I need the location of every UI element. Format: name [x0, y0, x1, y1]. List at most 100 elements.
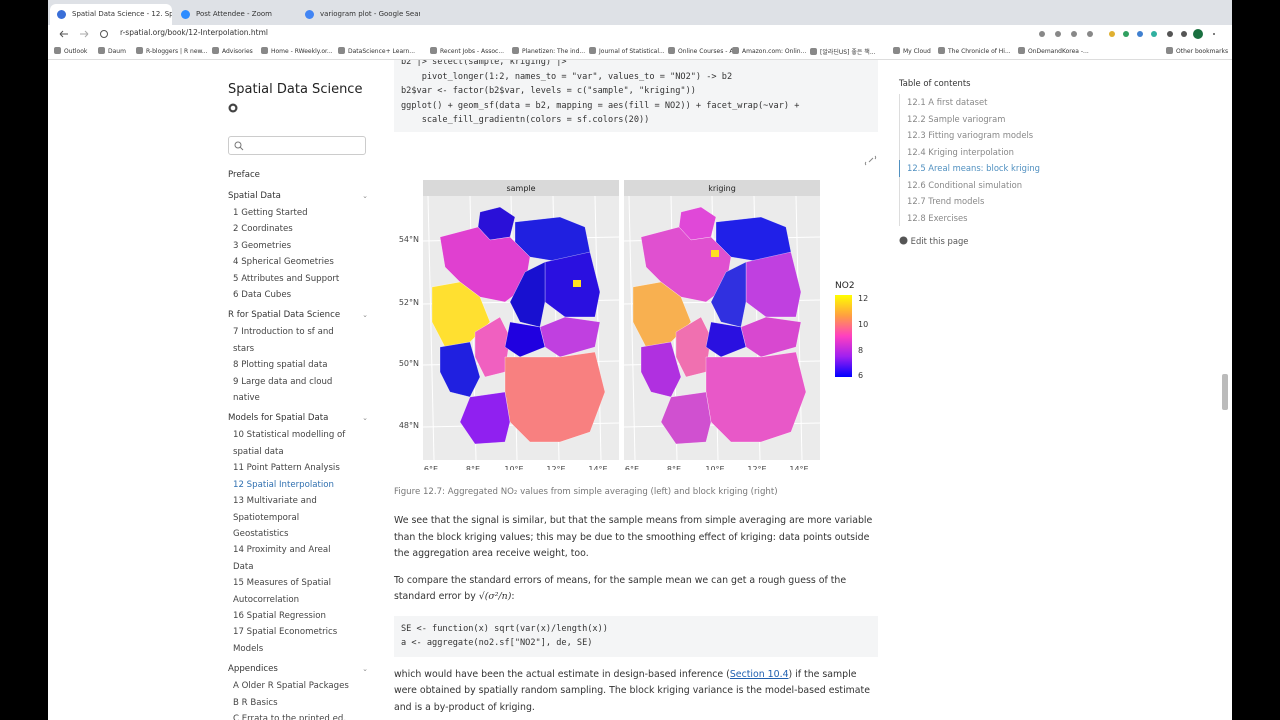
tab-title: variogram plot - Google Search [320, 10, 420, 18]
toc-item[interactable]: 12.7 Trend models [899, 193, 1079, 210]
bookmark[interactable]: Journal of Statistical... [589, 47, 665, 55]
nav-item[interactable]: 13 Multivariate and Spatiotemporal Geost… [233, 496, 317, 539]
github-icon[interactable] [228, 103, 240, 115]
nav-item[interactable]: 7 Introduction to sf and stars [233, 327, 334, 354]
facet-label: sample [506, 184, 535, 193]
bookmark-icon [212, 47, 219, 54]
link[interactable]: Section 10.4 [729, 668, 789, 680]
toc-item[interactable]: 12.8 Exercises [899, 209, 1079, 226]
bookmark-icon [98, 47, 105, 54]
bookmark-icon [732, 47, 739, 54]
y-tick-label: 48°N [399, 421, 419, 430]
nav-item[interactable]: 3 Geometries [233, 240, 292, 251]
nav-item[interactable]: 6 Data Cubes [233, 290, 292, 301]
nav-item[interactable]: A Older R Spatial Packages [233, 681, 349, 692]
nav-buttons[interactable] [48, 25, 118, 43]
code-block: SE <- function(x) sqrt(var(x)/length(x))… [394, 615, 878, 657]
bookmark-label: Journal of Statistical... [599, 48, 665, 55]
bookmark[interactable]: OnDemandKorea -... [1018, 47, 1089, 55]
graticule [628, 195, 636, 460]
bookmark[interactable]: Advisories [212, 47, 253, 55]
bookmark[interactable]: The Chronicle of Hi... [938, 47, 1011, 55]
anchor-link[interactable] [864, 155, 877, 165]
nav-part[interactable]: Preface [228, 167, 368, 184]
nav-item[interactable]: 17 Spatial Econometrics Models [233, 627, 338, 654]
nav-item[interactable]: 15 Measures of Spatial Autocorrelation [233, 578, 332, 605]
edit-link[interactable]: Edit this page [899, 236, 1079, 246]
tab-icon [181, 10, 190, 19]
toc-item[interactable]: 12.6 Conditional simulation [899, 176, 1079, 193]
chevron: ⌄ [362, 665, 368, 674]
bookmark[interactable]: Recent Jobs - Assoc... [430, 47, 504, 55]
bookmark-icon [512, 47, 519, 54]
region [459, 391, 511, 444]
search-box[interactable] [228, 136, 366, 155]
nav-item[interactable]: 16 Spatial Regression [233, 610, 326, 621]
bookmark[interactable]: DataScience+ Learn... [338, 47, 415, 55]
toc-item[interactable]: 12.4 Kriging interpolation [899, 143, 1079, 160]
bookmark-icon [54, 47, 61, 54]
nav-item[interactable]: 14 Proximity and Areal Data [233, 545, 331, 572]
bookmark[interactable]: Planetizen: The ind... [512, 47, 585, 55]
nav-part[interactable]: Appendices ⌄ [228, 661, 368, 678]
region [544, 251, 601, 317]
nav-item[interactable]: 11 Point Pattern Analysis [233, 463, 340, 474]
region [504, 351, 606, 442]
book-title[interactable]: Spatial Data Science [228, 82, 363, 97]
toc-title: Table of contents [899, 78, 971, 88]
x-tick-label: 14°E [588, 465, 607, 470]
bookmark[interactable]: My Cloud [893, 47, 931, 55]
bookmark[interactable]: Other bookmarks [1166, 47, 1228, 55]
x-tick-label: 6°E [625, 465, 639, 470]
edit-text: Edit this page [910, 236, 969, 246]
tab[interactable]: Post Attendee - Zoom [174, 4, 296, 25]
tab-icon [305, 10, 314, 19]
nav-part[interactable]: Models for Spatial Data ⌄ [228, 410, 368, 427]
facet-strip [624, 179, 820, 196]
code-line: scale_fill_gradientn(colors = sf.colors(… [401, 115, 650, 125]
toc-item[interactable]: 12.2 Sample variogram [899, 110, 1079, 127]
nav-item[interactable]: B R Basics [233, 697, 278, 708]
nav-item[interactable]: 2 Coordinates [233, 224, 293, 235]
address-bar[interactable]: r-spatial.org/book/12-Interpolation.html [120, 28, 269, 37]
main-content: b2 |> select(sample, kriging) |> pivot_l… [394, 60, 878, 716]
nav-item[interactable]: 5 Attributes and Support [233, 273, 340, 284]
nav-item[interactable]: C Errata to the printed ed. [233, 713, 347, 720]
code-line: b2$var <- factor(b2$var, levels = c("sam… [401, 86, 696, 96]
nav-item[interactable]: 4 Spherical Geometries [233, 257, 334, 268]
nav-item[interactable]: 10 Statistical modelling of spatial data [233, 430, 346, 457]
text: which would have been the actual estimat… [394, 668, 730, 680]
tab[interactable]: Spatial Data Science - 12. Spatia [50, 4, 172, 25]
figure-caption: Figure 12.7: Aggregated NO₂ values from … [394, 486, 778, 497]
toc-item[interactable]: 12.1 A first dataset [899, 94, 1079, 111]
scrollbar[interactable] [1222, 374, 1230, 414]
bookmark[interactable]: Daum [98, 47, 126, 55]
bookmark-label: Daum [108, 48, 126, 55]
nav-item[interactable]: 12 Spatial Interpolation [233, 479, 334, 490]
nav-item[interactable]: 1 Getting Started [233, 208, 308, 218]
region [539, 316, 601, 357]
toc-item[interactable]: 12.3 Fitting variogram models [899, 127, 1079, 144]
bookmark-icon [893, 47, 900, 54]
bookmark[interactable]: Outlook [54, 47, 87, 55]
berlin [573, 279, 581, 287]
tab-title: Spatial Data Science - 12. Spatia [72, 10, 172, 18]
bookmark[interactable]: Online Courses - A... [668, 47, 739, 55]
bookmark[interactable]: [알라딘US] 좋은 책... [810, 47, 876, 56]
nav-item[interactable]: 9 Large data and cloud native [233, 376, 333, 404]
bookmark[interactable]: R-bloggers | R new... [136, 47, 208, 55]
bookmark-label: Online Courses - A... [678, 48, 740, 55]
toc-list: 12.1 A first dataset 12.2 Sample variogra… [899, 94, 1079, 226]
nav-item[interactable]: 8 Plotting spatial data [233, 360, 328, 371]
table-of-contents: Table of contents 12.1 A first dataset 12… [899, 78, 1079, 246]
tab[interactable]: variogram plot - Google Search [298, 4, 420, 25]
nav-part[interactable]: R for Spatial Data Science ⌄ [228, 307, 368, 324]
bookmark[interactable]: Home - RWeekly.or... [261, 47, 333, 55]
toc-item[interactable]: 12.5 Areal means: block kriging [899, 160, 1079, 177]
figure: sample 6°E 8°E 10°E 12°E 14°E kriging 6°E 8°E 10°… [399, 155, 877, 470]
toolbar-icons [1039, 29, 1215, 39]
nav-part[interactable]: Spatial Data ⌄ [228, 188, 368, 205]
bookmark-icon [1018, 47, 1025, 54]
bookmark[interactable]: Amazon.com: Onlin... [732, 47, 806, 55]
